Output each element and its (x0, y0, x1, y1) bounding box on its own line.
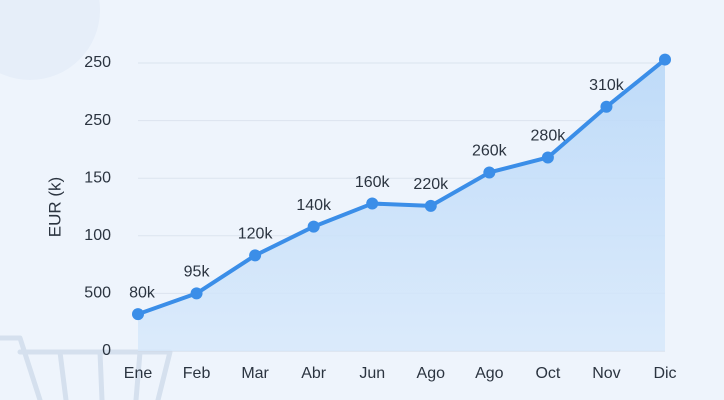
data-label: 220k (413, 176, 449, 193)
x-tick-label: Abr (301, 365, 327, 382)
point (600, 100, 613, 113)
x-tick-label: Feb (183, 365, 211, 382)
data-label: 260k (472, 143, 508, 160)
data-label: 280k (531, 128, 567, 145)
x-tick-label: Nov (592, 365, 620, 382)
data-label: 160k (355, 174, 391, 191)
x-tick-label: Mar (241, 365, 269, 382)
y-tick-label: 250 (84, 54, 111, 71)
x-tick-label: Ene (124, 365, 153, 382)
data-label: 310k (589, 77, 625, 94)
decor-circle (0, 0, 100, 80)
data-label: 120k (238, 226, 274, 243)
y-tick-label: 100 (84, 227, 111, 244)
y-tick-label: 500 (84, 285, 111, 302)
data-label: 140k (296, 197, 332, 214)
x-tick-label: Oct (535, 365, 560, 382)
point (424, 199, 437, 212)
x-tick-label: Ago (417, 365, 446, 382)
data-label: 95k (184, 264, 211, 281)
point (659, 53, 671, 66)
y-tick-label: 250 (84, 112, 111, 129)
data-label: 80k (129, 284, 156, 301)
y-tick-label: 0 (102, 342, 111, 359)
y-axis-title: EUR (k) (45, 177, 64, 237)
x-tick-label: Ago (475, 365, 504, 382)
x-tick-label: Jun (359, 365, 385, 382)
point (541, 151, 554, 164)
point (132, 308, 144, 321)
point (366, 197, 379, 210)
line (137, 58, 667, 317)
y-tick-label: 150 (84, 169, 111, 186)
point (307, 220, 320, 233)
x-tick-label: Dic (653, 365, 676, 382)
point (249, 249, 262, 262)
cart-icon (0, 335, 173, 400)
point (190, 287, 203, 300)
point (483, 166, 496, 179)
